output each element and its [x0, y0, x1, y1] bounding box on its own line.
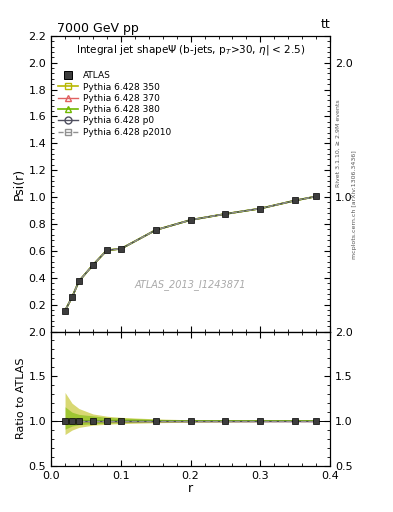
Legend: ATLAS, Pythia 6.428 350, Pythia 6.428 370, Pythia 6.428 380, Pythia 6.428 p0, Py: ATLAS, Pythia 6.428 350, Pythia 6.428 37…	[59, 71, 171, 137]
Text: mcplots.cern.ch [arXiv:1306.3436]: mcplots.cern.ch [arXiv:1306.3436]	[352, 151, 357, 259]
Text: Rivet 3.1.10, ≥ 2.9M events: Rivet 3.1.10, ≥ 2.9M events	[336, 99, 341, 187]
Text: Integral jet shape$\Psi$ (b-jets, p$_T$>30, $\eta$| < 2.5): Integral jet shape$\Psi$ (b-jets, p$_T$>…	[76, 43, 305, 57]
X-axis label: r: r	[188, 482, 193, 495]
Text: tt: tt	[320, 18, 330, 31]
Y-axis label: Psi(r): Psi(r)	[13, 167, 26, 200]
Text: 7000 GeV pp: 7000 GeV pp	[57, 22, 138, 35]
Text: ATLAS_2013_I1243871: ATLAS_2013_I1243871	[135, 279, 246, 290]
Y-axis label: Ratio to ATLAS: Ratio to ATLAS	[16, 358, 26, 439]
